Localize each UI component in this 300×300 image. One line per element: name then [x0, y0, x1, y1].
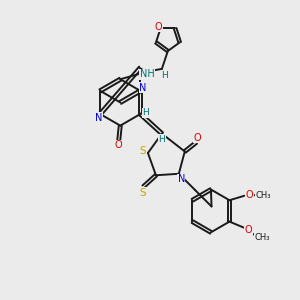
Text: O: O — [155, 22, 163, 32]
Text: O: O — [194, 133, 201, 142]
Text: O: O — [246, 190, 253, 200]
Text: O: O — [115, 140, 123, 150]
Text: S: S — [140, 188, 146, 197]
Text: H: H — [142, 108, 149, 117]
Text: N: N — [178, 174, 185, 184]
Text: O: O — [245, 225, 253, 235]
Text: CH₃: CH₃ — [254, 233, 270, 242]
Text: CH₃: CH₃ — [255, 191, 271, 200]
Text: H: H — [161, 71, 168, 80]
Text: N: N — [139, 83, 146, 93]
Text: H: H — [158, 134, 165, 143]
Text: NH: NH — [140, 69, 154, 79]
Text: S: S — [140, 146, 146, 156]
Text: N: N — [95, 112, 102, 123]
